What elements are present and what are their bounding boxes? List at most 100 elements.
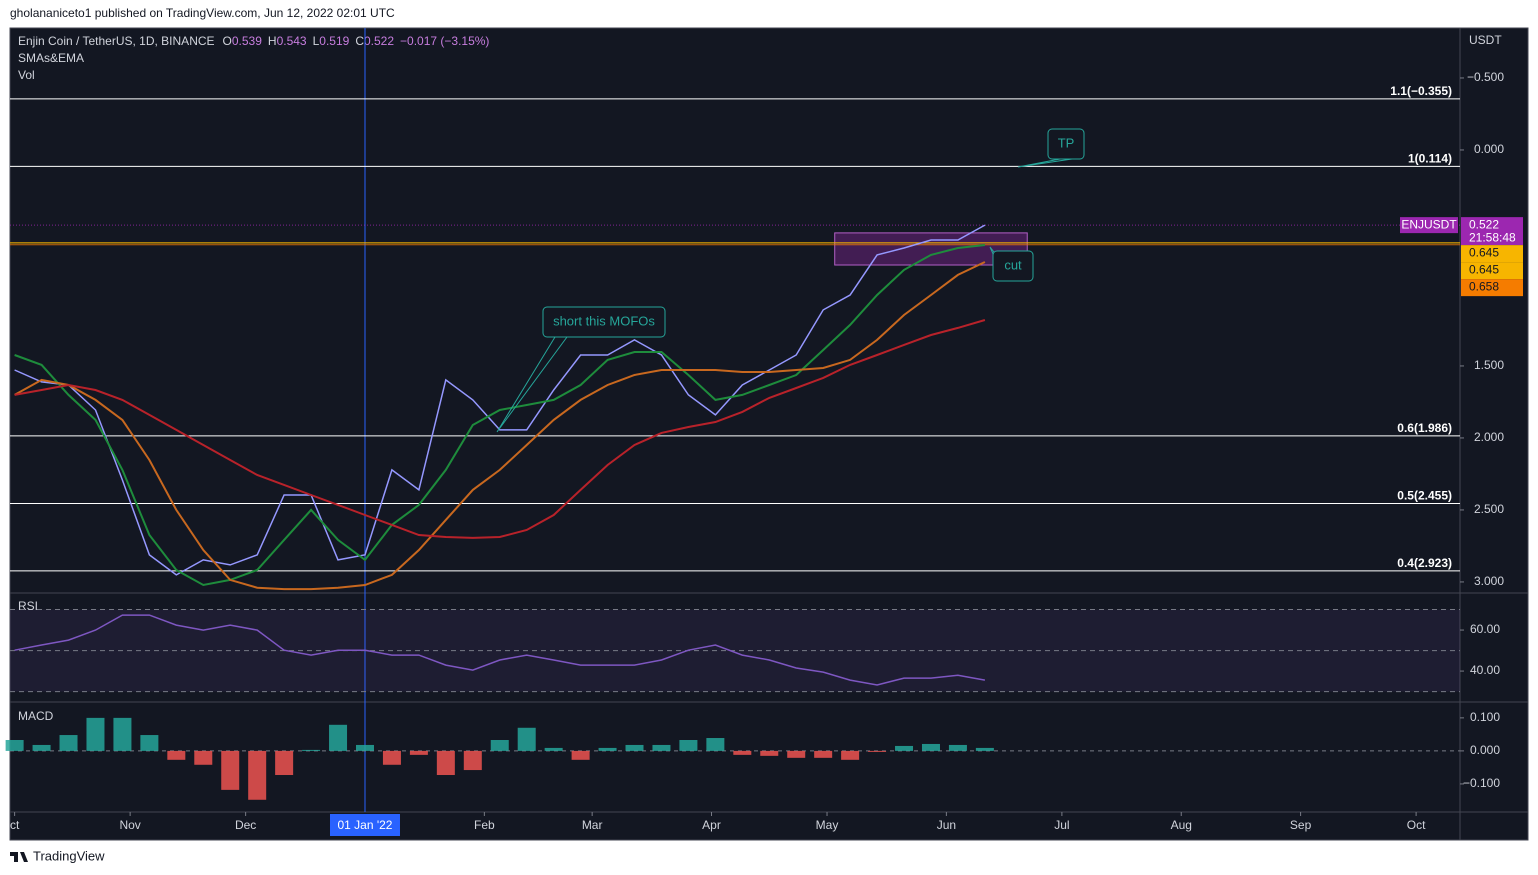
x-tick-label: Aug (1171, 818, 1192, 832)
y-tick-label: 2.000 (1474, 430, 1504, 444)
y-tick-label: 0.000 (1474, 142, 1504, 156)
x-tick-label: Sep (1290, 818, 1312, 832)
y-tick-label: 3.000 (1474, 574, 1504, 588)
macd-bar (490, 740, 509, 751)
macd-bar (948, 744, 967, 751)
macd-bar (59, 735, 78, 751)
y-tick-label: 1.500 (1474, 358, 1504, 372)
callout-text: short this MOFOs (553, 313, 655, 328)
macd-bar (679, 740, 698, 751)
publisher: gholananiceto1 published on TradingView.… (10, 6, 395, 20)
x-tick-label: May (816, 818, 839, 832)
y-tick-label: 40.00 (1470, 663, 1500, 677)
ohlc-key: H (268, 34, 277, 48)
price-line-series (14, 224, 986, 576)
price-tag (1461, 262, 1523, 280)
macd-bar (625, 744, 644, 751)
y-tick-label: 2.500 (1474, 502, 1504, 516)
macd-bar (302, 749, 321, 751)
macd-bar (544, 747, 563, 751)
y-tick-label: −0.500 (1467, 70, 1504, 84)
price-tag-label: 0.658 (1469, 279, 1499, 293)
macd-bar (275, 750, 294, 776)
ohlc-value: 0.543 (277, 34, 307, 48)
symbol: Enjin Coin / TetherUS, 1D, BINANCE (18, 34, 215, 48)
ohlc-value: 0.519 (319, 34, 349, 48)
indicator-label: Vol (18, 68, 35, 82)
indicator-label: SMAs&EMA (18, 51, 84, 65)
x-tick-label: Oct (1407, 818, 1426, 832)
macd-bar (814, 750, 833, 758)
macd-bar (706, 738, 725, 751)
price-tag (1461, 217, 1523, 246)
x-tick-label: Mar (582, 818, 603, 832)
price-tag (1461, 279, 1523, 297)
fib-label: 1(0.114) (1408, 152, 1452, 166)
macd-bar (841, 750, 860, 760)
macd-bar (113, 717, 132, 751)
macd-bar (652, 744, 671, 751)
rsi-line (14, 614, 986, 686)
moving-average (14, 319, 986, 539)
symbol-tag (1400, 217, 1458, 234)
symbol-tag-label: ENJUSDT (1401, 217, 1457, 231)
x-tick-label: Feb (474, 818, 495, 832)
price-tag-label: 0.522 (1469, 217, 1499, 231)
ohlc-value: 0.539 (232, 34, 262, 48)
macd-bar (248, 750, 267, 800)
ohlc-key: O (223, 34, 232, 48)
pane-label: MACD (18, 709, 54, 723)
macd-bar (517, 727, 536, 751)
fib-label: 0.4(2.923) (1397, 556, 1452, 570)
callout-pointer (496, 336, 568, 433)
macd-bar (571, 750, 590, 760)
x-tick-label: Apr (702, 818, 721, 832)
y-tick-label: −0.100 (1463, 776, 1500, 790)
moving-average (14, 244, 986, 587)
callout-text: cut (1004, 257, 1022, 272)
y-tick-label: 60.00 (1470, 622, 1500, 636)
x-tick-label: Jun (937, 818, 956, 832)
callout-pointer (1017, 158, 1073, 168)
y-tick-label: 0.000 (1470, 743, 1500, 757)
macd-bar (921, 743, 940, 751)
callout-box (542, 306, 666, 338)
macd-bar (140, 735, 159, 751)
macd-bar (787, 750, 806, 758)
moving-average (14, 261, 986, 591)
currency: USDT (1469, 33, 1502, 47)
macd-bar (221, 750, 240, 790)
price-tag-label: 0.645 (1469, 245, 1499, 259)
macd-bar (760, 750, 779, 756)
macd-bar (167, 750, 186, 760)
callout-box (992, 250, 1034, 282)
footer-brand: TradingView (33, 848, 105, 863)
fib-label: 0.5(2.455) (1397, 489, 1452, 503)
macd-bar (733, 750, 752, 755)
macd-bar (329, 724, 348, 751)
macd-bar (868, 750, 887, 752)
x-tick-label: ct (10, 818, 20, 832)
tv-logo (10, 852, 28, 862)
price-tag (1461, 245, 1523, 263)
macd-bar (463, 750, 482, 771)
macd-bar (436, 750, 455, 776)
pane-label: RSI (18, 599, 38, 613)
change: −0.017 (−3.15%) (400, 34, 489, 48)
macd-bar (409, 750, 428, 755)
y-tick-label: 0.100 (1470, 710, 1500, 724)
macd-bar (32, 744, 51, 751)
macd-bar (5, 740, 24, 751)
ohlc-key: L (313, 34, 320, 48)
ohlc-value: 0.522 (364, 34, 394, 48)
macd-bar (598, 747, 617, 751)
x-tick-label: Jul (1054, 818, 1069, 832)
macd-bar (975, 747, 994, 751)
chart-area (9, 27, 1529, 841)
macd-bar (382, 750, 401, 765)
macd-bar (355, 744, 374, 751)
price-tag-label: 0.645 (1469, 262, 1499, 276)
cursor-label: 01 Jan '22 (337, 818, 392, 832)
fib-label: 1.1(−0.355) (1390, 84, 1452, 98)
